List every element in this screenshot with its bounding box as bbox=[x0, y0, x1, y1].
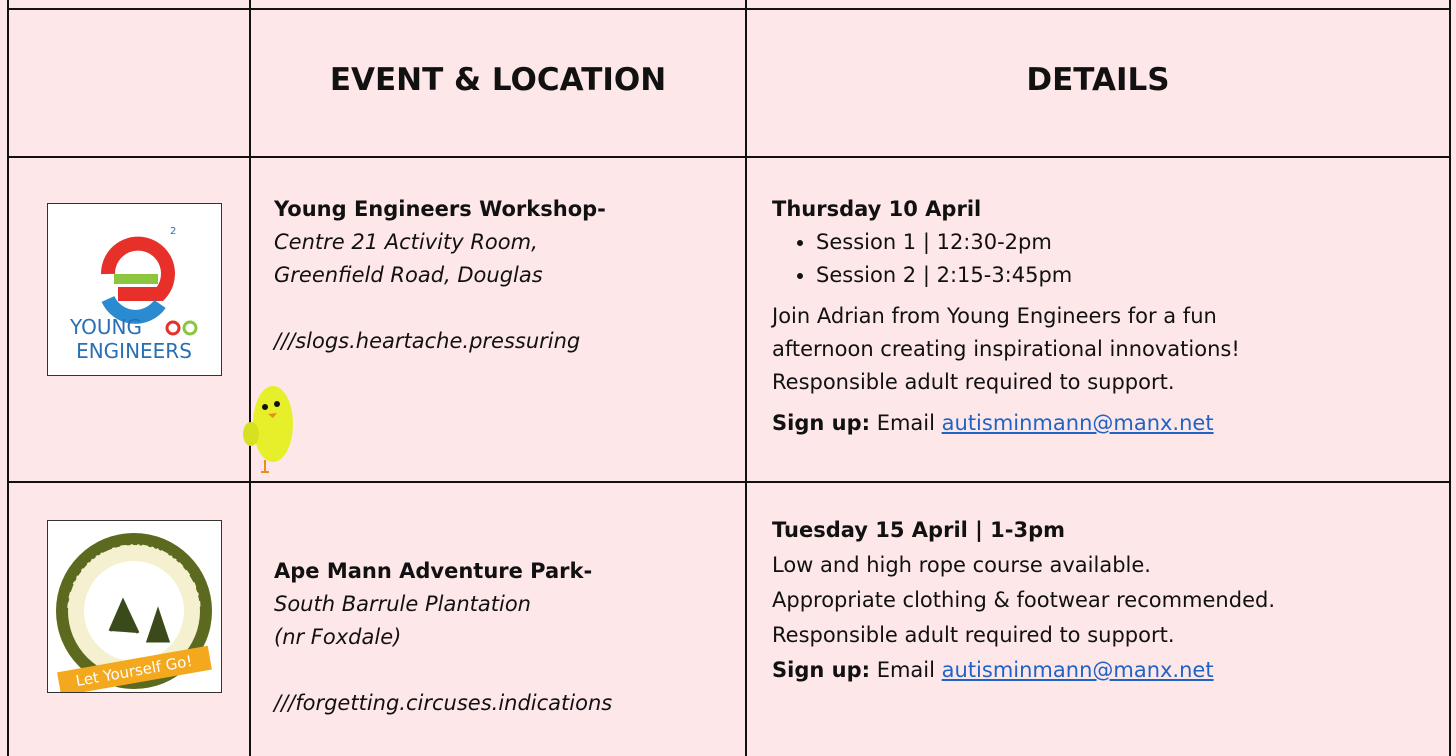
signup-text: Email bbox=[876, 411, 935, 435]
border bbox=[7, 0, 9, 756]
description: Responsible adult required to support. bbox=[772, 370, 1175, 394]
svg-text:2: 2 bbox=[170, 226, 176, 237]
event-location: Centre 21 Activity Room, bbox=[274, 230, 538, 254]
logo: APE MANN ADVENTURE PARK Let Yourself Go! bbox=[43, 510, 222, 697]
border bbox=[1449, 0, 1451, 756]
email-link[interactable]: autisminmann@manx.net bbox=[941, 658, 1214, 682]
event-location: South Barrule Plantation bbox=[274, 592, 531, 616]
description: Low and high rope course available. bbox=[772, 553, 1151, 577]
event-cell: Young Engineers Workshop- Centre 21 Acti… bbox=[274, 193, 606, 358]
logo-graphic: 2 YOUNG ENGINEERS bbox=[69, 226, 198, 363]
logo-text: ENGINEERS bbox=[76, 339, 192, 363]
signup-label: Sign up: bbox=[772, 411, 870, 435]
signup-text: Email bbox=[876, 658, 935, 682]
what3words: ///slogs.heartache.pressuring bbox=[274, 329, 581, 353]
session: Session 2 | 2:15-3:45pm bbox=[816, 259, 1240, 292]
event-date: Thursday 10 April bbox=[772, 197, 982, 221]
border bbox=[249, 0, 251, 756]
border bbox=[7, 481, 1451, 483]
description: Join Adrian from Young Engineers for a f… bbox=[772, 304, 1217, 328]
session: Session 1 | 12:30-2pm bbox=[816, 226, 1240, 259]
details-cell: Thursday 10 April Session 1 | 12:30-2pm … bbox=[772, 193, 1240, 440]
description: Appropriate clothing & footwear recommen… bbox=[772, 588, 1275, 612]
event-location: (nr Foxdale) bbox=[274, 625, 402, 649]
chick-decoration bbox=[243, 386, 293, 473]
description: Responsible adult required to support. bbox=[772, 623, 1175, 647]
what3words: ///forgetting.circuses.indications bbox=[274, 691, 613, 715]
border bbox=[7, 8, 1451, 10]
border bbox=[7, 156, 1451, 158]
border bbox=[745, 0, 747, 756]
header-details: DETAILS bbox=[1026, 62, 1170, 98]
details-cell: Tuesday 15 April | 1-3pm Low and high ro… bbox=[772, 513, 1275, 688]
event-location: Greenfield Road, Douglas bbox=[274, 263, 543, 287]
description: afternoon creating inspirational innovat… bbox=[772, 337, 1240, 361]
email-link[interactable]: autisminmann@manx.net bbox=[941, 411, 1214, 435]
session-list: Session 1 | 12:30-2pm Session 2 | 2:15-3… bbox=[772, 226, 1240, 292]
logo: 2 YOUNG ENGINEERS bbox=[47, 203, 222, 376]
event-cell: Ape Mann Adventure Park- South Barrule P… bbox=[274, 555, 612, 720]
logo-graphic: APE MANN ADVENTURE PARK Let Yourself Go! bbox=[43, 510, 212, 697]
header-event: EVENT & LOCATION bbox=[329, 62, 667, 98]
logo-text: YOUNG bbox=[69, 315, 142, 339]
event-name: Ape Mann Adventure Park- bbox=[274, 559, 593, 583]
event-name: Young Engineers Workshop- bbox=[274, 197, 606, 221]
event-date: Tuesday 15 April | 1-3pm bbox=[772, 518, 1065, 542]
signup-label: Sign up: bbox=[772, 658, 870, 682]
